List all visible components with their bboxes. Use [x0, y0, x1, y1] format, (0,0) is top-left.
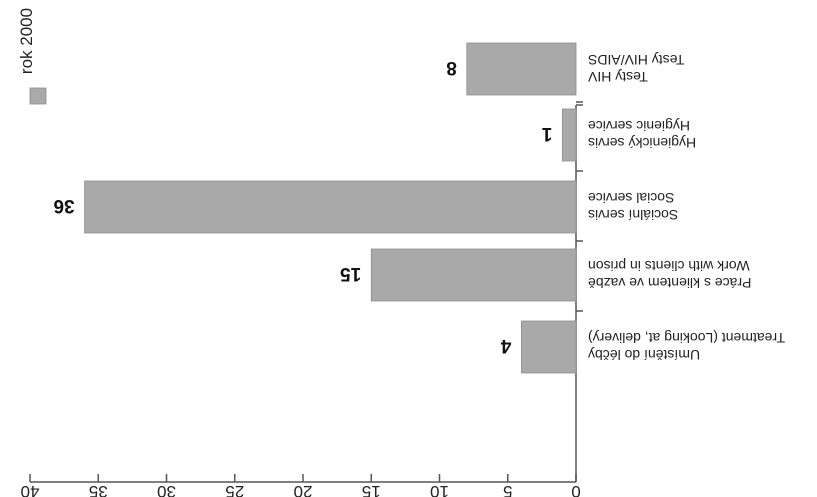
value-tick-label: 35 [89, 482, 108, 497]
value-tick-label: 0 [571, 482, 580, 497]
data-label: 15 [340, 263, 362, 284]
bar [466, 42, 577, 96]
bar [84, 180, 577, 234]
value-tick-label: 30 [157, 482, 176, 497]
data-label: 8 [446, 57, 457, 78]
category-label: Sociální servis [588, 207, 678, 223]
legend-label: rok 2000 [17, 8, 36, 74]
category-label-translation: Hygienic service [588, 118, 690, 134]
category-label-translation: Testy HIV/AIDS [588, 52, 684, 68]
bar [370, 248, 577, 302]
value-tick-label: 40 [21, 482, 40, 497]
value-tick-label: 15 [362, 482, 381, 497]
category-label-translation: Work with clients in prison [588, 258, 750, 274]
category-label: Práce s klientem ve vazbě [588, 275, 752, 291]
category-label-translation: Treatment (Looking at, delivery) [588, 330, 785, 346]
bar [521, 320, 577, 374]
value-tick-label: 25 [225, 482, 244, 497]
value-tick-label: 20 [294, 482, 313, 497]
legend-swatch [29, 87, 47, 105]
data-label: 4 [500, 335, 511, 356]
category-label: Hygienický servis [588, 135, 696, 151]
data-label: 36 [53, 195, 74, 216]
category-label: Umístění do léčby [588, 347, 700, 363]
value-tick-label: 10 [430, 482, 449, 497]
data-label: 1 [541, 123, 552, 144]
value-tick-label: 5 [503, 482, 512, 497]
category-label-translation: Social service [588, 190, 675, 206]
category-label: Testy HIV [587, 69, 648, 85]
bar [561, 108, 577, 162]
